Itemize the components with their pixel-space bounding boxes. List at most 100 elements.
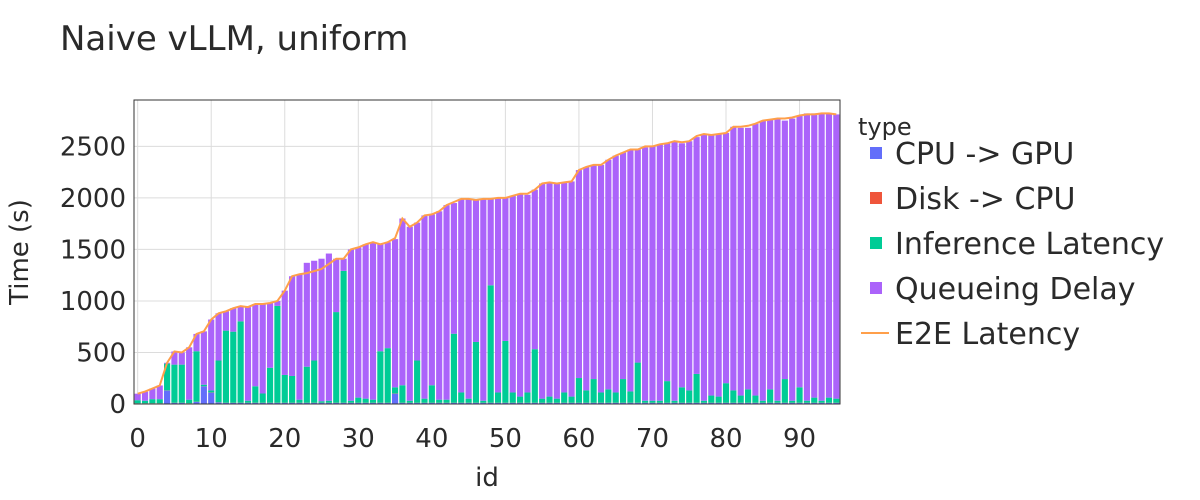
bar-segment — [693, 137, 700, 374]
bar-segment — [539, 183, 546, 399]
bar-segment — [517, 402, 524, 404]
bar-segment — [399, 218, 406, 386]
bar-segment — [553, 398, 560, 403]
bar-segment — [318, 402, 325, 404]
bar-segment — [259, 402, 266, 404]
x-tick-label: 10 — [195, 424, 228, 454]
bar-segment — [480, 400, 487, 403]
bar-segment — [208, 392, 215, 404]
bar-segment — [833, 402, 840, 404]
bar-segment — [333, 312, 340, 403]
bar-segment — [627, 149, 634, 392]
bar-segment — [347, 400, 355, 403]
bar-segment — [509, 402, 516, 404]
bar-segment — [318, 401, 325, 403]
bar-segment — [752, 402, 759, 404]
bar-segment — [671, 400, 678, 403]
bar-segment — [818, 402, 825, 404]
bar-segment — [686, 390, 693, 403]
bar-segment — [384, 242, 391, 349]
bar-segment — [325, 253, 332, 401]
bar-segment — [193, 401, 200, 404]
bar-segment — [597, 164, 605, 393]
bar-segment — [502, 197, 509, 341]
bar-segment — [406, 400, 413, 403]
bar-segment — [266, 402, 274, 404]
bar-segment — [171, 351, 178, 365]
plot-frame — [133, 99, 841, 405]
bar-segment — [450, 333, 457, 403]
y-tick-label: 0 — [109, 390, 126, 420]
bar-segment — [347, 249, 355, 401]
bar-segment — [539, 398, 546, 403]
bar-segment — [222, 330, 230, 403]
bar-segment — [612, 402, 619, 404]
bar-segment — [487, 402, 494, 404]
bar-segment — [737, 395, 744, 403]
x-axis-ticks: 0 10 20 30 40 50 60 70 80 90 — [129, 424, 816, 454]
x-tick-label: 40 — [415, 424, 448, 454]
bar-segment — [546, 182, 553, 397]
bar-segment — [347, 402, 355, 404]
bar-segment — [333, 402, 340, 404]
bar-segment — [450, 402, 457, 404]
bar-segment — [590, 402, 597, 404]
bar-segment — [700, 134, 708, 401]
bar-segment — [678, 143, 685, 388]
bar-segment — [303, 366, 310, 403]
bar-segment — [494, 392, 502, 403]
bar-segment — [789, 118, 796, 401]
bar-segment — [619, 402, 627, 404]
bar-segment — [759, 402, 766, 404]
bar-segment — [333, 258, 340, 313]
bar-segment — [825, 402, 833, 404]
bar-segment — [244, 307, 252, 401]
bar-segment — [237, 402, 244, 404]
legend-swatch — [870, 237, 882, 249]
bar-segment — [686, 141, 693, 391]
bar-segment — [597, 392, 605, 403]
bar-segment — [296, 399, 303, 403]
bar-segment — [443, 402, 450, 404]
bar-segment — [759, 400, 766, 403]
bar-segment — [752, 395, 759, 403]
y-axis-label: Time (s) — [5, 199, 35, 306]
bar-segment — [811, 402, 818, 404]
legend-swatch — [870, 192, 882, 204]
bars — [134, 113, 840, 404]
bar-segment — [649, 400, 656, 403]
bar-segment — [414, 402, 421, 404]
bar-segment — [759, 120, 766, 401]
bar-segment — [274, 402, 281, 404]
bar-segment — [575, 170, 583, 379]
bar-segment — [237, 321, 244, 403]
bar-segment — [781, 402, 788, 404]
x-tick-label: 70 — [636, 424, 669, 454]
bar-segment — [369, 242, 377, 400]
bar-segment — [627, 402, 634, 404]
bar-segment — [767, 389, 774, 403]
bar-segment — [134, 393, 141, 401]
legend-title: type — [858, 113, 912, 141]
bar-segment — [215, 360, 222, 403]
e2e-line-layer — [137, 112, 837, 395]
bar-segment — [605, 402, 612, 404]
bar-segment — [458, 198, 465, 393]
bar-segment — [178, 352, 185, 365]
bar-segment — [752, 123, 759, 396]
bar-segment — [649, 402, 656, 404]
bar-segment — [693, 402, 700, 404]
bar-segment — [575, 378, 583, 403]
legend-label: Inference Latency — [895, 227, 1164, 262]
bar-segment — [730, 390, 737, 403]
bar-segment — [465, 402, 472, 404]
bar-segment — [678, 402, 685, 404]
bar-segment — [612, 155, 619, 393]
bar-segment — [186, 347, 193, 400]
bar-segment — [178, 402, 185, 404]
bar-segment — [531, 189, 538, 350]
bar-segment — [708, 402, 715, 404]
bar-segment — [252, 386, 259, 403]
bar-segment — [237, 306, 244, 322]
bar-segment — [664, 381, 671, 403]
